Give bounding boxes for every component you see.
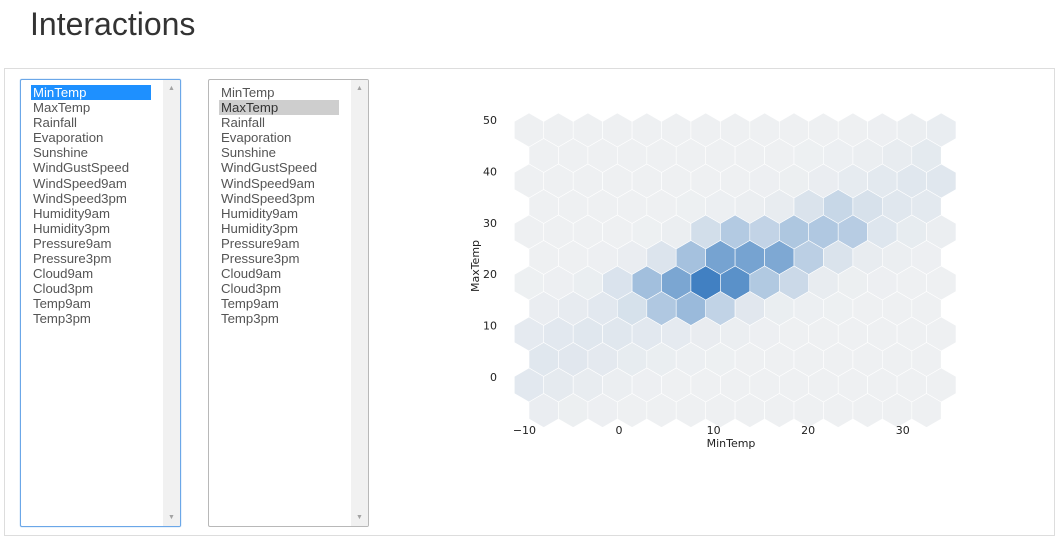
hexbin-cells [513,112,957,428]
x-variable-option[interactable]: Pressure9am [33,235,112,251]
y-variable-option[interactable]: Humidity9am [221,205,298,221]
x-variable-option[interactable]: Rainfall [33,115,77,131]
page-title: Interactions [30,6,196,42]
x-variable-option[interactable]: Humidity3pm [33,220,110,236]
scroll-down-icon[interactable]: ▼ [356,514,363,521]
x-variable-option[interactable]: WindGustSpeed [33,160,130,176]
y-variable-options: MinTemp MaxTemp Rainfall Evaporation Sunshin… [209,80,368,327]
x-variable-select[interactable]: MinTemp MaxTemp Rainfall Evaporation Sunshin… [20,79,181,527]
x-variable-option[interactable]: MaxTemp [33,100,91,116]
x-variable-options: MinTemp MaxTemp Rainfall Evaporation Sunshin… [21,80,180,327]
y-variable-option[interactable]: MaxTemp [219,100,339,116]
x-tick-label: 10 [707,424,721,437]
y-variable-option[interactable]: Pressure3pm [221,251,300,267]
y-axis-label: MaxTemp [469,240,482,292]
y-variable-option[interactable]: Evaporation [221,130,292,146]
y-tick-label: 20 [483,268,497,281]
y-variable-option[interactable]: Sunshine [221,145,276,161]
x-select-scrollbar[interactable]: ▲ ▼ [163,80,180,526]
y-variable-option[interactable]: Humidity3pm [221,220,298,236]
x-tick-label: 0 [616,424,623,437]
x-axis-label: MinTemp [707,437,756,450]
y-variable-option[interactable]: Temp3pm [221,311,279,327]
y-variable-option[interactable]: Rainfall [221,115,265,131]
y-variable-option[interactable]: WindGustSpeed [221,160,318,176]
x-tick-label: 30 [896,424,910,437]
y-tick-label: 0 [490,371,497,384]
y-tick-label: 50 [483,114,497,127]
x-variable-option[interactable]: WindSpeed9am [33,175,127,191]
x-variable-option[interactable]: Temp9am [33,296,91,312]
x-variable-option[interactable]: Evaporation [33,130,104,146]
x-variable-option[interactable]: MinTemp [31,85,151,101]
x-variable-option[interactable]: Pressure3pm [33,251,112,267]
y-variable-option[interactable]: Cloud9am [221,266,282,282]
x-variable-option[interactable]: Temp3pm [33,311,91,327]
y-variable-option[interactable]: Cloud3pm [221,281,282,297]
y-variable-option[interactable]: Pressure9am [221,235,300,251]
y-tick-label: 40 [483,165,497,178]
y-tick-label: 30 [483,217,497,230]
y-axis-ticks: 0 10 20 30 40 50 [483,114,497,384]
y-tick-label: 10 [483,320,497,333]
hexbin-cell [911,393,942,428]
scroll-down-icon[interactable]: ▼ [168,514,175,521]
y-variable-option[interactable]: WindSpeed3pm [221,190,315,206]
scroll-up-icon[interactable]: ▲ [168,85,175,92]
x-axis-ticks: −10 0 10 20 30 [513,424,910,437]
x-variable-option[interactable]: Cloud3pm [33,281,94,297]
x-variable-option[interactable]: WindSpeed3pm [33,190,127,206]
x-variable-option[interactable]: Sunshine [33,145,88,161]
x-tick-label: 20 [801,424,815,437]
x-variable-option[interactable]: Humidity9am [33,205,110,221]
y-select-scrollbar[interactable]: ▲ ▼ [351,80,368,526]
scroll-up-icon[interactable]: ▲ [356,85,363,92]
y-variable-option[interactable]: MinTemp [221,85,275,100]
x-tick-label: −10 [513,424,536,437]
y-variable-option[interactable]: WindSpeed9am [221,175,315,191]
hexbin-chart: −10 0 10 20 30 0 10 20 30 40 50 MinTemp MaxTemp [469,112,957,450]
y-variable-option[interactable]: Temp9am [221,296,279,312]
x-variable-option[interactable]: Cloud9am [33,266,94,282]
y-variable-select[interactable]: MinTemp MaxTemp Rainfall Evaporation Sunshin… [208,79,369,527]
